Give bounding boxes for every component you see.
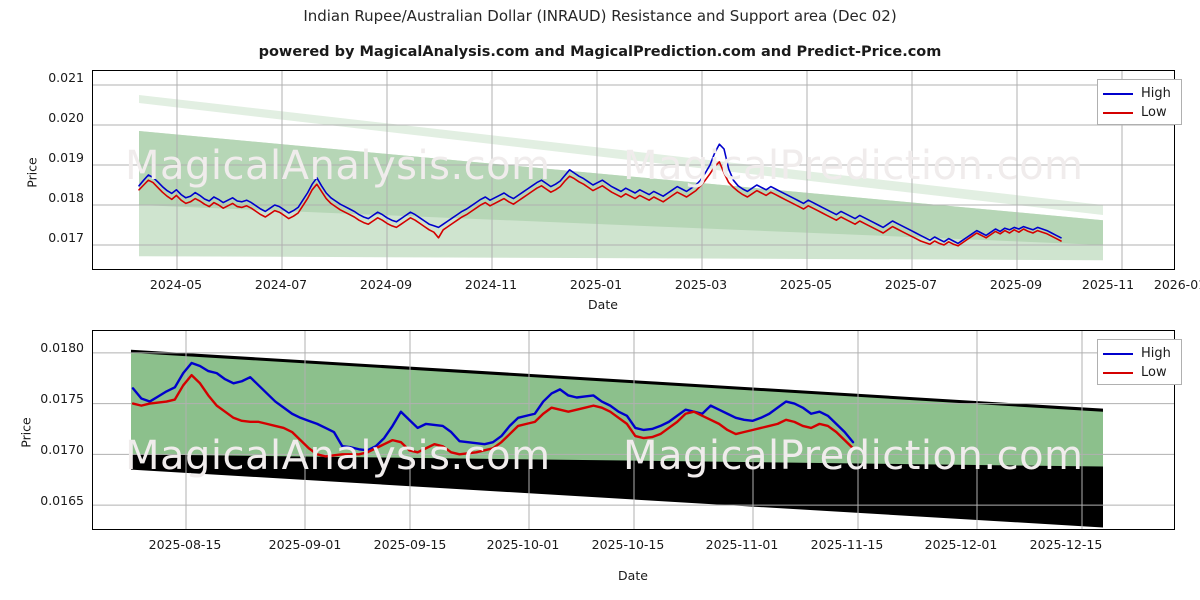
bottom-chart-svg	[93, 331, 1174, 529]
page-subtitle: powered by MagicalAnalysis.com and Magic…	[258, 44, 942, 60]
top-chart-x-axis-label: Date	[588, 297, 618, 312]
legend-label-high: High	[1141, 346, 1171, 361]
bottom-chart-ytick-3: 0.0165	[40, 493, 84, 508]
bottom-chart-xtick-7: 2025-12-01	[924, 537, 998, 552]
top-chart-xtick-5: 2025-03	[674, 277, 728, 292]
top-chart-xtick-1: 2024-07	[254, 277, 308, 292]
top-chart-ytick-1: 0.020	[48, 110, 84, 125]
legend-item-low[interactable]: Low	[1103, 103, 1175, 122]
legend-item-high[interactable]: High	[1103, 84, 1175, 103]
bottom-chart-legend[interactable]: High Low	[1097, 339, 1182, 385]
legend-swatch-high	[1103, 92, 1133, 95]
legend-swatch-high	[1103, 352, 1133, 355]
top-chart-xtick-3: 2024-11	[464, 277, 518, 292]
bottom-chart-ytick-0: 0.0180	[40, 340, 84, 355]
bottom-chart-xtick-5: 2025-11-01	[705, 537, 779, 552]
top-chart-ytick-0: 0.021	[48, 70, 84, 85]
bottom-chart-xtick-4: 2025-10-15	[591, 537, 665, 552]
bottom-chart-plot-area: MagicalAnalysis.com MagicalPrediction.co…	[92, 330, 1175, 530]
top-chart-xtick-2: 2024-09	[359, 277, 413, 292]
legend-item-low[interactable]: Low	[1103, 363, 1175, 382]
top-chart-ytick-2: 0.019	[48, 150, 84, 165]
top-chart-xtick-7: 2025-07	[884, 277, 938, 292]
legend-label-low: Low	[1141, 365, 1167, 380]
bottom-chart-xtick-0: 2025-08-15	[148, 537, 222, 552]
bottom-chart-x-axis-label: Date	[618, 568, 648, 583]
legend-label-high: High	[1141, 86, 1171, 101]
top-chart-plot-area: MagicalAnalysis.com MagicalPrediction.co…	[92, 70, 1175, 270]
top-chart-svg	[93, 71, 1174, 269]
legend-label-low: Low	[1141, 105, 1167, 120]
bottom-chart-ytick-1: 0.0175	[40, 391, 84, 406]
top-chart-xtick-8: 2025-09	[989, 277, 1043, 292]
top-chart-ytick-3: 0.018	[48, 190, 84, 205]
top-chart-xtick-0: 2024-05	[149, 277, 203, 292]
page-title: Indian Rupee/Australian Dollar (INRAUD) …	[303, 7, 897, 25]
top-chart-xtick-6: 2025-05	[779, 277, 833, 292]
legend-swatch-low	[1103, 371, 1133, 374]
top-chart-legend[interactable]: High Low	[1097, 79, 1182, 125]
top-chart-xtick-9: 2025-11	[1081, 277, 1135, 292]
bottom-chart-xtick-2: 2025-09-15	[373, 537, 447, 552]
legend-item-high[interactable]: High	[1103, 344, 1175, 363]
bottom-chart-xtick-6: 2025-11-15	[810, 537, 884, 552]
bottom-chart-ytick-2: 0.0170	[40, 442, 84, 457]
legend-swatch-low	[1103, 111, 1133, 114]
bottom-chart-xtick-1: 2025-09-01	[268, 537, 342, 552]
bottom-chart-xtick-3: 2025-10-01	[486, 537, 560, 552]
top-chart-xtick-4: 2025-01	[569, 277, 623, 292]
top-chart-xtick-10: 2026-01	[1153, 277, 1200, 292]
top-chart-ytick-4: 0.017	[48, 230, 84, 245]
bottom-chart-xtick-8: 2025-12-15	[1029, 537, 1103, 552]
